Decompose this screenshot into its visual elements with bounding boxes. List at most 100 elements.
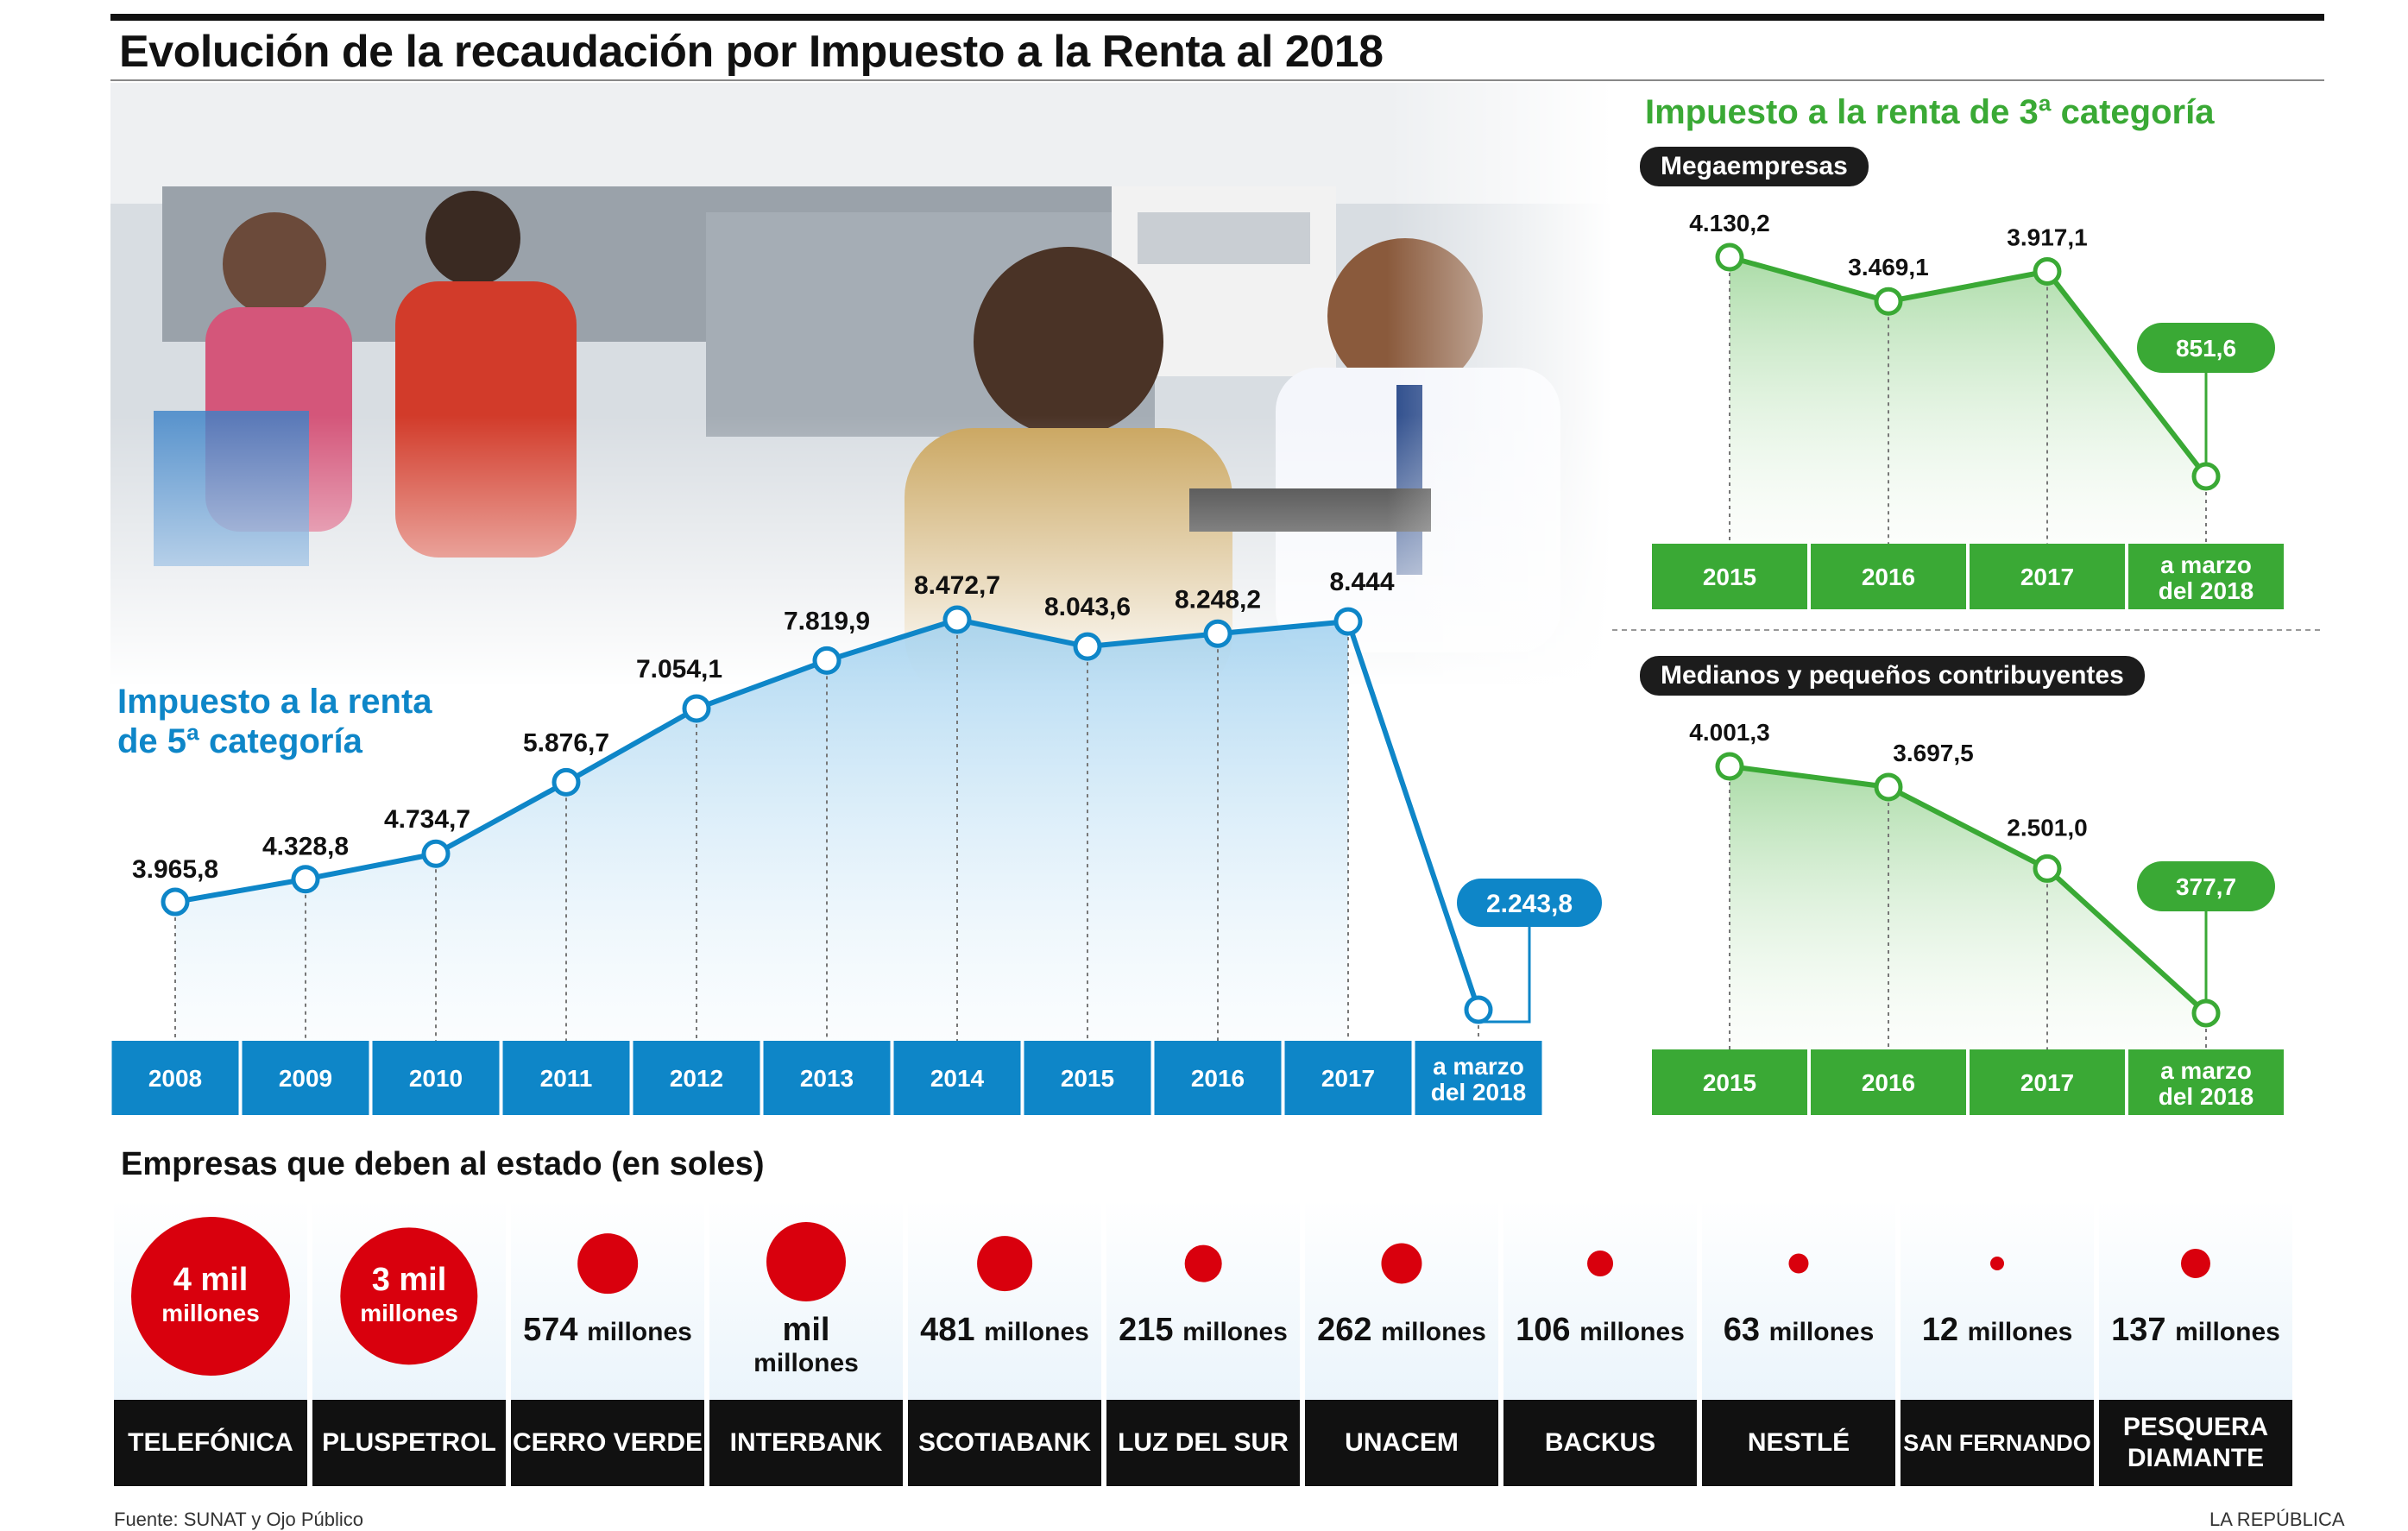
company-debt-amount: 574 <box>523 1312 588 1348</box>
chart-fifth-category: 3.965,8 4.328,8 4.734,7 5.876,7 7.054,1 7.819… <box>111 568 1602 1115</box>
company-debt-bubble <box>1381 1243 1422 1284</box>
c5-axis-cell <box>111 1041 239 1115</box>
company-bubble-cell: 262 millones <box>1305 1200 1498 1407</box>
company-debt-unit: millones <box>1381 1318 1486 1346</box>
cm-area-fill <box>1730 257 2206 544</box>
c5-value-label: 5.876,7 <box>523 728 609 757</box>
company-debt-bubble <box>340 1227 478 1365</box>
c5-point <box>291 865 320 894</box>
c5-tick-label: 2010 <box>409 1065 463 1092</box>
company-debt-label: 215 millones <box>1106 1312 1300 1349</box>
cm-tick-label: a marzo <box>2160 551 2252 578</box>
cp-tick-label: del 2018 <box>2159 1083 2254 1110</box>
cp-callout-box <box>2137 861 2275 911</box>
company-debt-amount: 3 mil <box>371 1262 447 1298</box>
company-debt-bubble <box>1184 1244 1222 1282</box>
cm-value-label: 3.917,1 <box>2007 224 2087 251</box>
source-note: Fuente: SUNAT y Ojo Público <box>114 1509 363 1530</box>
third-category-title: Impuesto a la renta de 3ª categoría <box>1645 93 2215 131</box>
c5-tick-label: 2012 <box>670 1065 723 1092</box>
c5-axis-cell <box>633 1041 760 1115</box>
company-debt-label: 12 millones <box>1901 1312 2094 1349</box>
company-debt-amount: 12 <box>1921 1312 1968 1348</box>
company-name: PLUSPETROL <box>312 1400 506 1486</box>
office-photo <box>110 83 1612 687</box>
cm-point <box>1874 287 1903 316</box>
company-debt-label: 137 millones <box>2099 1312 2292 1349</box>
section-dashed-rule <box>1612 629 2320 631</box>
company-bubble-cell: 215 millones <box>1106 1200 1300 1407</box>
cp-value-label: 2.501,0 <box>2007 814 2087 841</box>
c5-callout-connector <box>1478 927 1531 1024</box>
c5-value-label: 3.965,8 <box>132 855 218 884</box>
chart-fifth-title: Impuesto a la renta de 5ª categoría <box>117 682 445 761</box>
chart-fifth-title-text: Impuesto a la renta de 5ª categoría <box>117 683 432 760</box>
c5-tick-label: 2014 <box>930 1065 985 1092</box>
cm-tick-label: 2017 <box>2020 564 2074 590</box>
cm-axis-cell <box>1652 544 1807 609</box>
company-debt-unit: millones <box>2175 1318 2280 1346</box>
c5-value-label: 4.328,8 <box>262 833 349 861</box>
chart-megaempresas: 4.130,2 3.469,1 3.917,1 851,6 2015 2016 2017 a … <box>1652 210 2284 609</box>
c5-tick-label: del 2018 <box>1431 1079 1527 1106</box>
company-name: SCOTIABANK <box>908 1400 1101 1486</box>
company-debt-amount: 4 mil <box>173 1262 249 1298</box>
company-debt-bubble <box>577 1233 638 1294</box>
company-debt-amount: 63 <box>1723 1312 1769 1348</box>
c5-axis-cell <box>1024 1041 1151 1115</box>
cm-series-line <box>1729 255 2209 478</box>
company-bubble-cell: 106 millones <box>1503 1200 1697 1407</box>
company-bubble-cell: 63 millones <box>1702 1200 1895 1407</box>
cp-tick-label: 2017 <box>2020 1069 2074 1096</box>
cp-series-line <box>1729 764 2209 1016</box>
company-debt-amount: 215 <box>1119 1312 1183 1348</box>
c5-point <box>421 839 451 868</box>
c5-tick-label: 2016 <box>1191 1065 1245 1092</box>
c5-tick-label: 2013 <box>800 1065 854 1092</box>
c5-axis-cell <box>502 1041 630 1115</box>
c5-point <box>161 887 190 917</box>
title-rule <box>110 79 2324 81</box>
c5-tick-label: 2008 <box>148 1065 202 1092</box>
c5-point <box>812 646 842 675</box>
c5-point <box>682 694 711 723</box>
cm-axis-cell <box>1811 544 1966 609</box>
publisher-credit: LA REPÚBLICA <box>2209 1509 2345 1530</box>
company-bubble-cell: 3 mil millones <box>312 1200 506 1407</box>
companies-title: Empresas que deben al estado (en soles) <box>121 1146 765 1182</box>
cm-axis-cell <box>1970 544 2125 609</box>
company-name: NESTLÉ <box>1702 1400 1895 1486</box>
company-debt-label: 574 millones <box>511 1312 704 1349</box>
c5-tick-label: 2009 <box>279 1065 332 1092</box>
c5-value-label: 8.248,2 <box>1175 585 1261 614</box>
c5-value-label: 8.472,7 <box>914 571 1000 600</box>
company-debt-unit: millones <box>1967 1318 2073 1346</box>
c5-value-label: 8.444 <box>1329 568 1394 596</box>
company-name: SAN FERNANDO <box>1901 1400 2094 1486</box>
company-name: UNACEM <box>1305 1400 1498 1486</box>
c5-tick-label: a marzo <box>1433 1053 1524 1080</box>
cm-value-label: 4.130,2 <box>1689 210 1769 236</box>
c5-value-label: 7.054,1 <box>636 655 722 684</box>
c5-axis-cell <box>763 1041 891 1115</box>
cp-axis-cell <box>2128 1049 2284 1115</box>
cp-point <box>1715 752 1744 781</box>
company-name: PESQUERA DIAMANTE <box>2099 1400 2292 1486</box>
company-debt-label: 481 millones <box>908 1312 1101 1349</box>
company-bubble-cell: 481 millones <box>908 1200 1101 1407</box>
cm-tick-label: 2015 <box>1703 564 1756 590</box>
cp-axis-cell <box>1811 1049 1966 1115</box>
page-title: Evolución de la recaudación por Impuesto… <box>119 27 1384 77</box>
company-debt-label: 262 millones <box>1305 1312 1498 1349</box>
company-debt-unit: millones <box>161 1300 260 1326</box>
company-debt-unit: millones <box>1579 1318 1685 1346</box>
company-debt-bubble <box>131 1217 290 1376</box>
c5-value-label: 7.819,9 <box>784 607 870 635</box>
c5-point <box>1333 607 1363 636</box>
company-debt-bubble <box>1788 1253 1809 1274</box>
company-bubble-cell: 4 mil millones <box>114 1200 307 1407</box>
company-debt-label: mil millones <box>709 1312 903 1378</box>
cm-point <box>1715 243 1744 272</box>
medianos-pill: Medianos y pequeños contribuyentes <box>1640 656 2145 696</box>
cm-value-label: 3.469,1 <box>1848 254 1928 280</box>
